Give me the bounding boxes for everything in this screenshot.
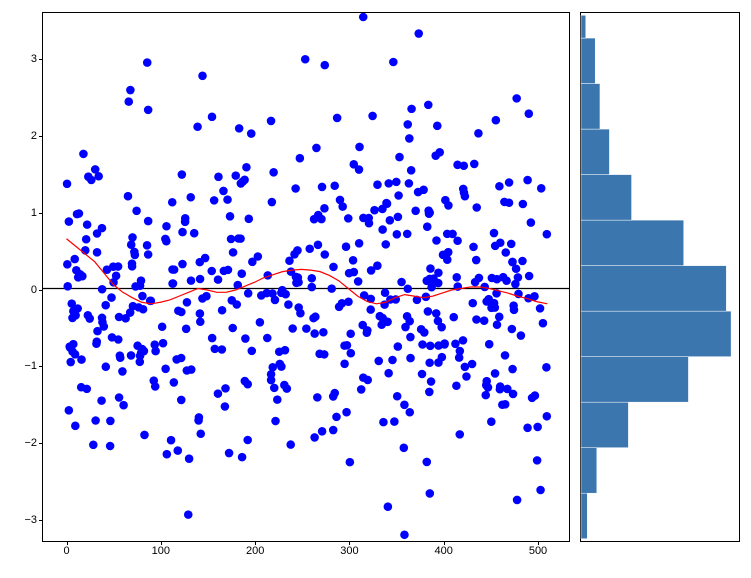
y-tick-label: 0 [7, 284, 43, 296]
x-tick-mark [538, 541, 539, 545]
y-tick-label: 3 [7, 53, 43, 65]
y-tick-label: 1 [7, 207, 43, 219]
y-tick-mark [39, 443, 43, 444]
histogram-plot-layer [581, 13, 739, 541]
x-tick-mark [255, 541, 256, 545]
y-tick-mark [39, 290, 43, 291]
y-tick-label: 2 [7, 130, 43, 142]
y-tick-mark [39, 59, 43, 60]
y-tick-mark [39, 136, 43, 137]
scatter-points [63, 13, 551, 539]
x-tick-mark [67, 541, 68, 545]
y-tick-label: −1 [7, 360, 43, 372]
y-tick-mark [39, 213, 43, 214]
scatter-plot-layer [43, 13, 569, 541]
x-tick-mark [349, 541, 350, 545]
y-tick-label: −2 [7, 437, 43, 449]
x-tick-mark [161, 541, 162, 545]
y-tick-label: −3 [7, 514, 43, 526]
figure: −3−2−101230100200300400500 [0, 0, 751, 578]
y-tick-mark [39, 366, 43, 367]
histogram-panel [580, 12, 740, 542]
y-tick-mark [39, 520, 43, 521]
x-tick-mark [444, 541, 445, 545]
scatter-panel: −3−2−101230100200300400500 [42, 12, 570, 542]
histogram-bars [581, 15, 731, 538]
